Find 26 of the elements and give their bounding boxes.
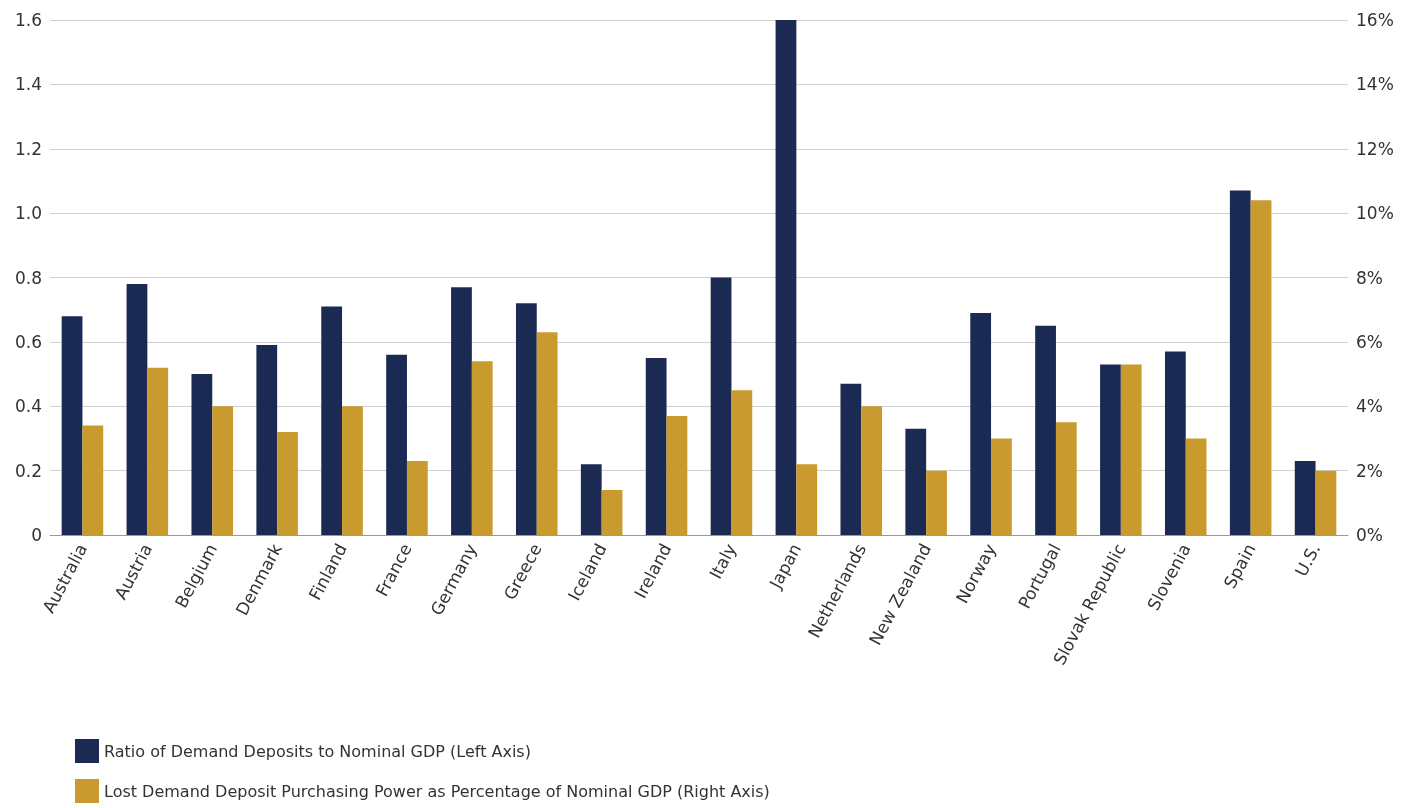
y-tick-label: 1.6: [14, 10, 42, 30]
x-tick-label: U.S.: [1290, 540, 1325, 580]
y-tick-label: 1.2: [14, 138, 42, 159]
y2-tick-label: 10%: [1356, 203, 1394, 224]
legend-label: Ratio of Demand Deposits to Nominal GDP (Left Axis): [104, 741, 531, 761]
y2-tick-label: 0%: [1356, 525, 1383, 545]
y-tick-label: 1.4: [14, 74, 42, 95]
y-tick-label: 0.6: [14, 331, 42, 352]
bar: [775, 20, 797, 535]
legend-label: Lost Demand Deposit Purchasing Power as Percentage of Nominal GDP (Right Axis): [104, 781, 770, 801]
y-tick-label: 0: [31, 525, 42, 545]
y2-tick-label: 4%: [1356, 396, 1383, 417]
y-tick-label: 0.2: [14, 460, 42, 481]
y2-tick-label: 14%: [1356, 74, 1394, 95]
y2-tick-label: 2%: [1356, 460, 1383, 481]
bar: [970, 312, 992, 535]
y-tick-label: 0.4: [14, 396, 42, 417]
bar: [386, 354, 407, 535]
y-tick-label: 0.8: [14, 267, 42, 288]
y2-tick-label: 8%: [1356, 267, 1383, 288]
y-tick-label: 1.0: [14, 203, 42, 224]
y2-tick-label: 16%: [1356, 10, 1394, 30]
x-tick-label: Italy: [705, 540, 741, 583]
y2-tick-label: 6%: [1356, 331, 1383, 352]
bar: [796, 464, 818, 535]
y2-tick-label: 12%: [1356, 138, 1394, 159]
